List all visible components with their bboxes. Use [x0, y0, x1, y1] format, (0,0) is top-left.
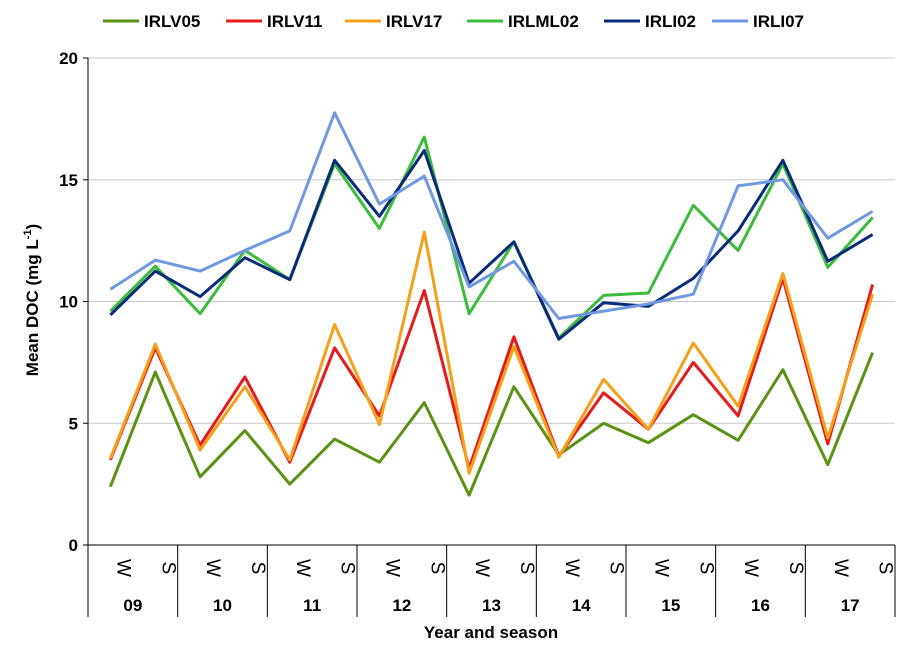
legend-label: IRLML02 [508, 12, 579, 31]
legend-item: IRLV17 [345, 12, 442, 31]
series-line-irlv05 [109, 352, 874, 497]
year-label: 09 [123, 596, 142, 615]
series-line-irli07 [109, 111, 874, 320]
season-label: S [516, 562, 537, 575]
season-label: S [606, 562, 627, 575]
legend-label: IRLV17 [386, 12, 442, 31]
series-line-irlml02 [109, 135, 874, 340]
legend-item: IRLI07 [712, 12, 804, 31]
y-tick-label: 15 [59, 171, 78, 190]
season-label: S [426, 562, 447, 575]
series-line-irlv11 [109, 276, 875, 470]
x-axis-categories: W S W S W S W S W S W S W S W S W S 09 10 11 12 13 14 15 16 17 [87, 545, 896, 617]
season-label: W [202, 559, 223, 577]
season-label: W [830, 559, 851, 577]
year-label: 13 [482, 596, 501, 615]
legend-item: IRLI02 [604, 12, 696, 31]
season-label: S [695, 562, 716, 575]
gridlines [88, 57, 895, 424]
legend-label: IRLI02 [645, 12, 696, 31]
season-label: W [381, 559, 402, 577]
y-axis-title-close: ) [23, 224, 42, 230]
y-tick-label: 20 [59, 49, 78, 68]
year-label: 16 [751, 596, 770, 615]
legend-label: IRLI07 [753, 12, 804, 31]
y-tick-label: 0 [69, 536, 78, 555]
x-axis-title: Year and season [424, 623, 558, 642]
legend-label: IRLV11 [267, 12, 322, 31]
legend: IRLV05 IRLV11 IRLV17 IRLML02 IRLI02 IRLI07 [103, 12, 804, 31]
series-line-irli02 [109, 149, 874, 341]
season-label: W [292, 559, 313, 577]
year-label: 12 [392, 596, 411, 615]
series-line-irlv17 [109, 230, 875, 475]
y-tick-label: 10 [59, 293, 78, 312]
y-axis-title-main: Mean DOC (mg L [23, 239, 42, 376]
year-label: 10 [213, 596, 232, 615]
y-tick-label: 5 [69, 414, 78, 433]
y-axis-title-superscript: -1 [22, 229, 34, 239]
season-label: W [471, 559, 492, 577]
y-axis-ticks: 0 5 10 15 20 [59, 49, 88, 555]
season-label: W [561, 559, 582, 577]
season-label: W [740, 559, 761, 577]
season-label: S [875, 562, 896, 575]
season-label: W [112, 559, 133, 577]
legend-item: IRLV05 [103, 12, 200, 31]
season-label: S [247, 562, 268, 575]
y-axis-title: Mean DOC (mg L-1) [22, 224, 42, 376]
year-label: 14 [572, 596, 591, 615]
series-lines [109, 111, 875, 497]
year-label: 17 [841, 596, 860, 615]
legend-item: IRLV11 [226, 12, 322, 31]
axes [87, 58, 895, 617]
year-label: 15 [661, 596, 680, 615]
season-label: W [650, 559, 671, 577]
year-label: 11 [303, 596, 321, 615]
season-label: S [785, 562, 806, 575]
legend-label: IRLV05 [144, 12, 200, 31]
season-label: S [337, 562, 358, 575]
legend-item: IRLML02 [467, 12, 579, 31]
season-label: S [157, 562, 178, 575]
